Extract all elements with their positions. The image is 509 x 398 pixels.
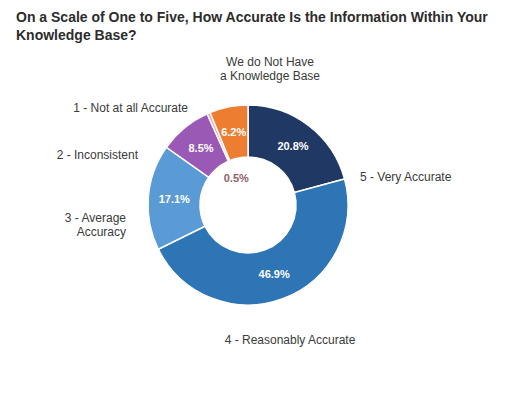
data-label: 20.8% [277, 140, 308, 152]
data-label: 6.2% [221, 126, 246, 138]
data-labels: 20.8% 46.9% 17.1% 8.5% 0.5% 6.2% [159, 126, 309, 280]
data-label: 8.5% [188, 142, 213, 154]
data-label: 46.9% [259, 268, 290, 280]
donut-slice [158, 179, 348, 305]
data-label: 0.5% [224, 172, 249, 184]
category-label: 1 - Not at all Accurate [73, 101, 188, 115]
slices [148, 105, 348, 305]
category-label: 2 - Inconsistent [57, 148, 139, 162]
data-label: 17.1% [159, 193, 190, 205]
category-label: 5 - Very Accurate [360, 170, 452, 184]
chart: On a Scale of One to Five, How Accurate … [0, 0, 509, 398]
donut-slice [210, 105, 248, 161]
category-labels: 5 - Very Accurate 4 - Reasonably Accurate… [57, 55, 452, 347]
category-label: We do Not Havea Knowledge Base [220, 55, 320, 83]
title: On a Scale of One to Five, How Accurate … [16, 9, 488, 43]
donut: 20.8%46.9%17.1%8.5%0.5%6.2%5 - Very Accu… [57, 55, 452, 347]
category-label: 4 - Reasonably Accurate [225, 333, 356, 347]
category-label: 3 - AverageAccuracy [65, 211, 126, 239]
donut-slice [248, 105, 345, 192]
